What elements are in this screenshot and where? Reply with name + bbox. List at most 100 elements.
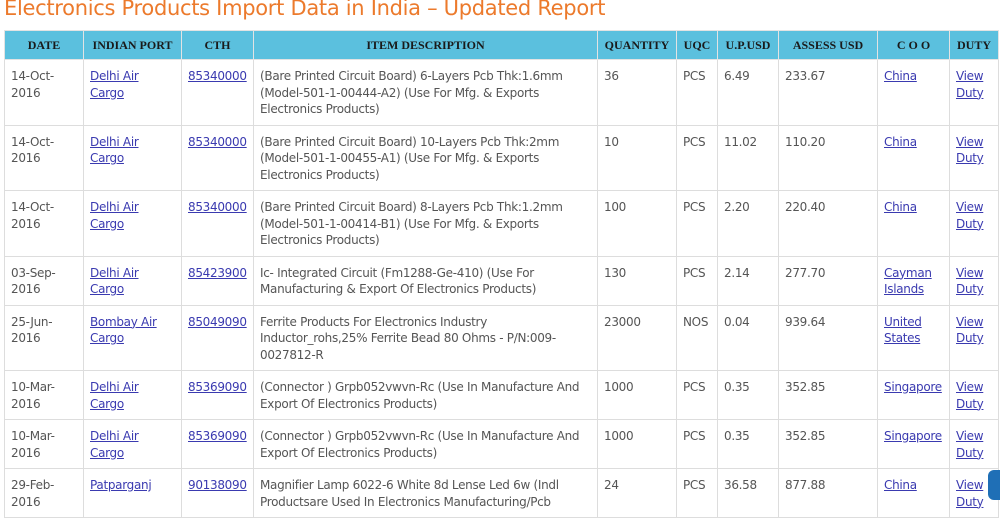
column-header: QUANTITY: [597, 30, 677, 60]
duty-column: View Duty: [949, 59, 999, 126]
coo-column: Singapore: [877, 419, 950, 469]
assess-cell: 110.20: [778, 124, 878, 191]
uqc-cell: PCS: [676, 419, 718, 469]
view-duty-link[interactable]: View Duty: [956, 478, 984, 509]
uqc-cell: PCS: [676, 255, 718, 306]
cth-link[interactable]: 85369090: [188, 380, 247, 394]
table-row: 10-Mar-2016 Delhi Air Cargo 85369090 (Conne…: [4, 370, 999, 420]
assess-cell: 877.88: [778, 468, 878, 518]
description-cell: Magnifier Lamp 6022-6 White 8d Lense Led…: [253, 468, 598, 518]
coo-column: Cayman Islands: [877, 255, 950, 306]
cth-column: 85369090: [181, 419, 254, 469]
country-link[interactable]: Cayman Islands: [884, 265, 932, 297]
description-cell: (Bare Printed Circuit Board) 10-Layers P…: [253, 124, 598, 191]
cth-column: 85049090: [181, 304, 254, 371]
port-column: Delhi Air Cargo: [83, 124, 182, 191]
assess-cell: 277.70: [778, 255, 878, 306]
unit-price-cell: 36.58: [717, 468, 779, 518]
unit-price-cell: 2.14: [717, 255, 779, 306]
description-cell: (Bare Printed Circuit Board) 8-Layers Pc…: [253, 190, 598, 257]
quantity-cell: 36: [597, 59, 677, 126]
date-cell: 29-Feb-2016: [4, 468, 84, 518]
port-link[interactable]: Bombay Air Cargo: [90, 314, 157, 346]
cth-link[interactable]: 85369090: [188, 429, 247, 443]
port-column: Delhi Air Cargo: [83, 59, 182, 126]
coo-column: China: [877, 124, 950, 191]
duty-column: View Duty: [949, 370, 999, 420]
port-link[interactable]: Delhi Air Cargo: [90, 429, 139, 460]
table-row: 14-Oct-2016 Delhi Air Cargo 85340000 (Bare …: [4, 190, 999, 257]
unit-price-cell: 6.49: [717, 59, 779, 126]
column-header: INDIAN PORT: [83, 30, 182, 60]
port-column: Delhi Air Cargo: [83, 370, 182, 420]
country-link[interactable]: China: [884, 478, 917, 492]
cth-column: 85340000: [181, 124, 254, 191]
uqc-cell: PCS: [676, 59, 718, 126]
cth-column: 85369090: [181, 370, 254, 420]
unit-price-cell: 0.35: [717, 370, 779, 420]
port-link[interactable]: Patparganj: [90, 478, 152, 492]
uqc-cell: NOS: [676, 304, 718, 371]
view-duty-link[interactable]: View Duty: [956, 314, 984, 346]
country-link[interactable]: China: [884, 69, 917, 83]
view-duty-link[interactable]: View Duty: [956, 380, 984, 411]
date-cell: 10-Mar-2016: [4, 370, 84, 420]
cth-column: 85340000: [181, 190, 254, 257]
cth-link[interactable]: 85340000: [188, 200, 247, 214]
description-cell: (Bare Printed Circuit Board) 6-Layers Pc…: [253, 59, 598, 126]
coo-column: China: [877, 468, 950, 518]
country-link[interactable]: Singapore: [884, 429, 942, 443]
date-cell: 14-Oct-2016: [4, 190, 84, 257]
port-link[interactable]: Delhi Air Cargo: [90, 200, 139, 231]
assess-cell: 352.85: [778, 370, 878, 420]
description-cell: (Connector ) Grpb052vwvn-Rc (Use In Manu…: [253, 419, 598, 469]
unit-price-cell: 2.20: [717, 190, 779, 257]
country-link[interactable]: China: [884, 200, 917, 214]
page-title: Electronics Products Import Data in Indi…: [4, 0, 606, 20]
port-column: Bombay Air Cargo: [83, 304, 182, 371]
port-link[interactable]: Delhi Air Cargo: [90, 265, 139, 297]
column-header: ITEM DESCRIPTION: [253, 30, 598, 60]
port-link[interactable]: Delhi Air Cargo: [90, 380, 139, 411]
table-row: 10-Mar-2016 Delhi Air Cargo 85369090 (Conne…: [4, 419, 999, 469]
column-header: DUTY: [949, 30, 999, 60]
import-data-table: DATE INDIAN PORT CTH ITEM DESCRIPTION QUANTI…: [4, 30, 999, 518]
port-column: Delhi Air Cargo: [83, 190, 182, 257]
assess-cell: 939.64: [778, 304, 878, 371]
quantity-cell: 130: [597, 255, 677, 306]
table-row: 14-Oct-2016 Delhi Air Cargo 85340000 (Bare …: [4, 124, 999, 191]
table-row: 14-Oct-2016 Delhi Air Cargo 85340000 (Bare …: [4, 59, 999, 126]
quantity-cell: 1000: [597, 370, 677, 420]
cth-link[interactable]: 85340000: [188, 134, 247, 149]
quantity-cell: 24: [597, 468, 677, 518]
country-link[interactable]: United States: [884, 314, 922, 346]
chat-widget-button[interactable]: [988, 470, 1000, 500]
column-header: C O O: [877, 30, 950, 60]
view-duty-link[interactable]: View Duty: [956, 69, 984, 100]
view-duty-link[interactable]: View Duty: [956, 429, 984, 460]
assess-cell: 352.85: [778, 419, 878, 469]
cth-column: 90138090: [181, 468, 254, 518]
country-link[interactable]: Singapore: [884, 380, 942, 394]
uqc-cell: PCS: [676, 468, 718, 518]
view-duty-link[interactable]: View Duty: [956, 265, 984, 297]
cth-link[interactable]: 90138090: [188, 478, 247, 492]
cth-link[interactable]: 85049090: [188, 314, 247, 329]
port-column: Patparganj: [83, 468, 182, 518]
duty-column: View Duty: [949, 304, 999, 371]
date-cell: 14-Oct-2016: [4, 59, 84, 126]
table-row: 03-Sep-2016 Delhi Air Cargo 85423900 Ic- In…: [4, 255, 999, 306]
date-cell: 10-Mar-2016: [4, 419, 84, 469]
port-link[interactable]: Delhi Air Cargo: [90, 134, 139, 166]
country-link[interactable]: China: [884, 134, 917, 149]
description-cell: Ferrite Products For Electronics Industr…: [253, 304, 598, 371]
column-header: DATE: [4, 30, 84, 60]
coo-column: China: [877, 59, 950, 126]
port-link[interactable]: Delhi Air Cargo: [90, 69, 139, 100]
view-duty-link[interactable]: View Duty: [956, 200, 984, 231]
column-header: CTH: [181, 30, 254, 60]
view-duty-link[interactable]: View Duty: [956, 134, 984, 166]
cth-link[interactable]: 85423900: [188, 265, 247, 280]
uqc-cell: PCS: [676, 124, 718, 191]
cth-link[interactable]: 85340000: [188, 69, 247, 83]
